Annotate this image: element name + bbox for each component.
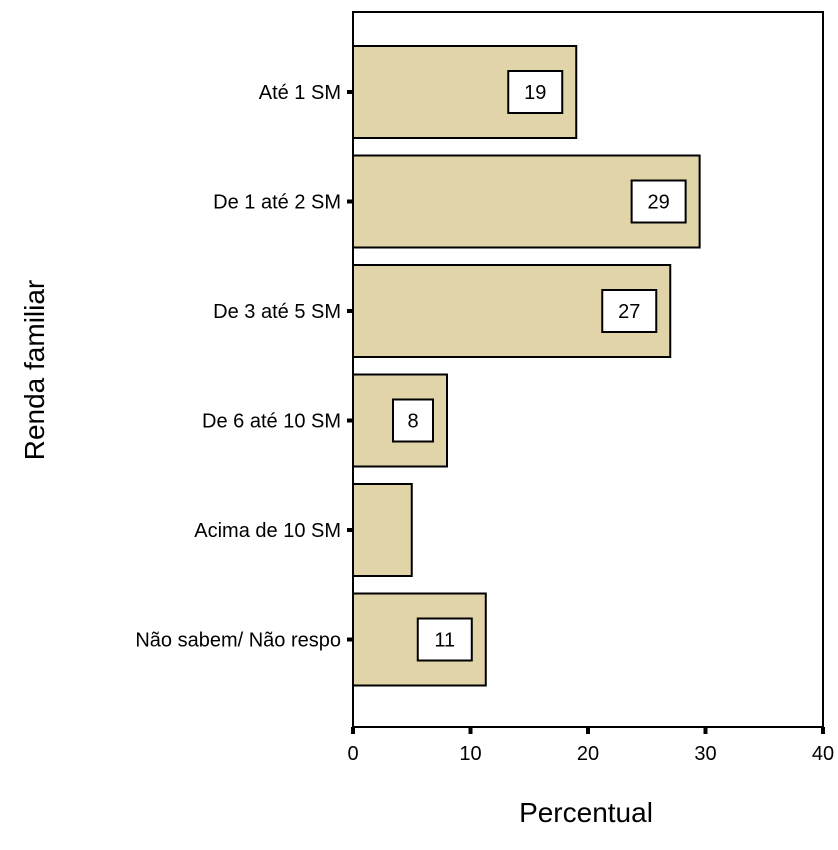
data-label: 29 [648, 192, 670, 214]
data-label-box [630, 179, 687, 224]
data-label: 11 [434, 630, 455, 652]
x-tick-label: 30 [694, 743, 716, 765]
x-tick-label: 0 [347, 743, 358, 765]
category-label: De 6 até 10 SM [202, 411, 341, 433]
data-label: 19 [524, 82, 546, 104]
x-tick-label: 40 [812, 743, 834, 765]
category-label: De 1 até 2 SM [213, 192, 341, 214]
data-label-box [507, 70, 564, 114]
data-label-box [392, 398, 434, 443]
category-label: Até 1 SM [259, 82, 341, 104]
x-axis-title: Percentual [519, 797, 653, 828]
data-label-box [601, 289, 658, 333]
data-label-box [416, 617, 473, 662]
y-axis-title: Renda familiar [19, 280, 50, 461]
data-label: 8 [407, 411, 418, 433]
bar [352, 483, 413, 577]
category-label: Acima de 10 SM [194, 520, 341, 542]
x-tick-label: 10 [459, 743, 481, 765]
category-label: De 3 até 5 SM [213, 301, 341, 323]
x-tick-label: 20 [577, 743, 599, 765]
category-label: Não sabem/ Não respo [135, 630, 341, 652]
data-label: 27 [618, 301, 640, 323]
